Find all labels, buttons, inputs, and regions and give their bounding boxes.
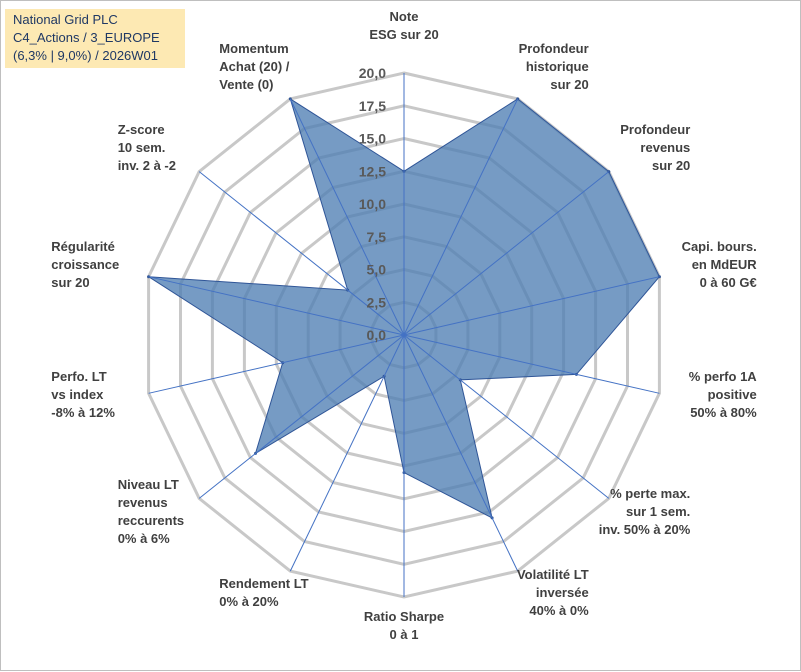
axis-label: Volatilité LT inversée 40% à 0%: [517, 567, 589, 618]
axis-label: Perfo. LT vs index -8% à 12%: [51, 369, 115, 420]
axis-label-line: croissance: [51, 257, 119, 272]
axis-label-line: Rendement LT: [219, 576, 308, 591]
chart-title: National Grid PLC C4_Actions / 3_EUROPE …: [5, 9, 185, 68]
axis-label-line: en MdEUR: [692, 257, 758, 272]
axis-label-line: reccurents: [118, 513, 184, 528]
tick-label: 0,0: [367, 327, 387, 343]
axis-label-line: positive: [708, 387, 757, 402]
axis-label-line: revenus: [118, 495, 168, 510]
tick-label: 5,0: [367, 262, 387, 278]
axis-label: Capi. bours. en MdEUR 0 à 60 G€: [682, 239, 758, 290]
axis-label-line: Perfo. LT: [51, 369, 106, 384]
tick-label: 15,0: [359, 131, 386, 147]
radar-axis-labels: Note ESG sur 20 Profondeur historique sur 20…: [51, 9, 757, 642]
axis-label-line: Volatilité LT: [517, 567, 589, 582]
axis-label-line: Profondeur: [519, 41, 589, 56]
axis-label: Rendement LT 0% à 20%: [219, 576, 308, 609]
axis-label: Momentum Achat (20) / Vente (0): [219, 41, 289, 92]
axis-label: Z-score 10 sem. inv. 2 à -2: [118, 122, 176, 173]
axis-label-line: historique: [526, 59, 589, 74]
axis-spoke: [403, 276, 660, 336]
axis-label-line: Note: [390, 9, 419, 24]
axis-spoke: [148, 276, 405, 336]
axis-label-line: Momentum: [219, 41, 288, 56]
axis-label-line: sur 20: [652, 158, 690, 173]
axis-label-line: sur 20: [550, 77, 588, 92]
tick-label: 10,0: [359, 196, 386, 212]
axis-label-line: Vente (0): [219, 77, 273, 92]
axis-label-line: Achat (20) /: [219, 59, 289, 74]
axis-label-line: inv. 50% à 20%: [599, 522, 691, 537]
axis-label-line: Profondeur: [620, 122, 690, 137]
axis-label-line: Ratio Sharpe: [364, 609, 444, 624]
tick-label: 20,0: [359, 65, 386, 81]
axis-label: Ratio Sharpe 0 à 1: [364, 609, 444, 642]
axis-label-line: vs index: [51, 387, 104, 402]
radar-tick-labels: 0,0 2,5 5,0 7,5 10,0 12,5 15,0 17,5 20,0: [359, 65, 386, 343]
axis-label: Profondeur revenus sur 20: [620, 122, 690, 173]
axis-spoke: [403, 98, 519, 336]
axis-label-line: 40% à 0%: [529, 603, 589, 618]
axis-spoke: [198, 171, 405, 336]
axis-spoke: [148, 334, 405, 394]
axis-label-line: 0 à 60 G€: [700, 275, 757, 290]
chart-title-line-3: (6,3% | 9,0%) / 2026W01: [13, 48, 159, 63]
axis-label: Note ESG sur 20: [369, 9, 438, 42]
axis-label-line: ESG sur 20: [369, 27, 438, 42]
axis-label-line: 10 sem.: [118, 140, 166, 155]
axis-spoke: [403, 171, 610, 336]
axis-label-line: sur 1 sem.: [626, 504, 690, 519]
axis-label: % perte max. sur 1 sem. inv. 50% à 20%: [599, 486, 691, 537]
axis-label: Profondeur historique sur 20: [519, 41, 589, 92]
axis-spoke: [403, 334, 660, 394]
axis-label: Régularité croissance sur 20: [51, 239, 119, 290]
tick-label: 12,5: [359, 163, 386, 179]
chart-title-line-2: C4_Actions / 3_EUROPE: [13, 30, 160, 45]
axis-label: % perfo 1A positive 50% à 80%: [689, 369, 758, 420]
axis-spoke: [403, 334, 519, 572]
axis-label-line: 0% à 20%: [219, 594, 279, 609]
axis-label: Niveau LT revenus reccurents 0% à 6%: [118, 477, 184, 546]
axis-spoke: [403, 334, 610, 499]
axis-label-line: -8% à 12%: [51, 405, 115, 420]
axis-label-line: 50% à 80%: [690, 405, 757, 420]
axis-label-line: 0 à 1: [390, 627, 419, 642]
tick-label: 7,5: [367, 229, 387, 245]
axis-label-line: 0% à 6%: [118, 531, 170, 546]
chart-title-line-1: National Grid PLC: [13, 12, 118, 27]
axis-label-line: inversée: [536, 585, 589, 600]
axis-label-line: Capi. bours.: [682, 239, 757, 254]
axis-spoke: [289, 98, 405, 336]
axis-label-line: % perte max.: [610, 486, 690, 501]
radar-spokes: [148, 73, 660, 597]
axis-label-line: sur 20: [51, 275, 89, 290]
axis-label-line: Niveau LT: [118, 477, 179, 492]
axis-label-line: % perfo 1A: [689, 369, 758, 384]
axis-label-line: inv. 2 à -2: [118, 158, 176, 173]
tick-label: 2,5: [367, 294, 387, 310]
axis-spoke: [198, 334, 405, 499]
axis-label-line: revenus: [640, 140, 690, 155]
tick-label: 17,5: [359, 98, 386, 114]
axis-label-line: Z-score: [118, 122, 165, 137]
axis-label-line: Régularité: [51, 239, 115, 254]
axis-spoke: [289, 334, 405, 572]
